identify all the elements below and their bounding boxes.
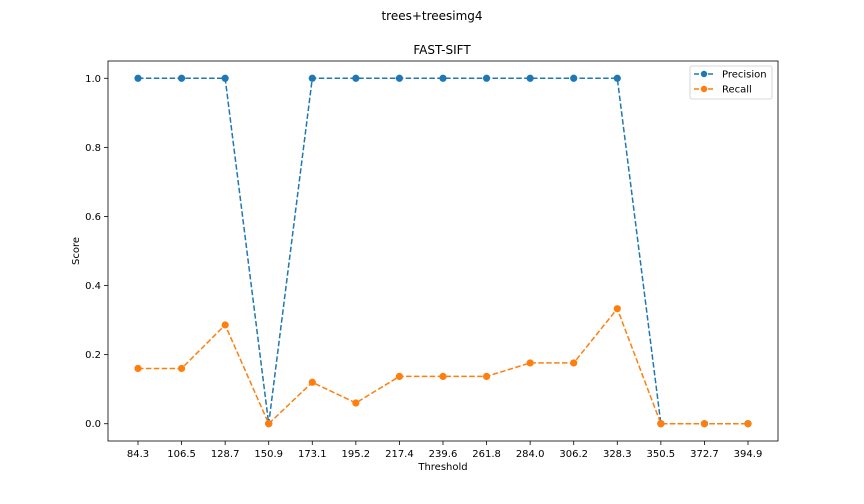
data-point-precision — [134, 74, 142, 82]
data-point-recall — [657, 420, 665, 428]
data-point-recall — [177, 364, 186, 373]
x-tick-label: 306.2 — [559, 449, 588, 460]
y-tick-label: 1.0 — [85, 74, 101, 85]
chart-title: FAST-SIFT — [413, 43, 471, 57]
data-point-precision — [352, 74, 360, 82]
y-tick-label: 0.2 — [85, 350, 101, 361]
x-tick-label: 394.9 — [734, 449, 763, 460]
data-point-precision — [570, 74, 578, 82]
data-point-precision — [221, 74, 229, 82]
data-point-recall — [308, 378, 316, 386]
legend-recall-marker — [700, 85, 708, 93]
series-line-precision — [138, 77, 748, 425]
x-tick-label: 106.5 — [167, 449, 196, 460]
data-point-recall — [134, 364, 142, 373]
data-point-recall — [482, 372, 491, 380]
plot-area — [107, 60, 779, 442]
series-line-recall — [138, 307, 748, 426]
series-layer — [134, 74, 752, 428]
data-point-recall — [395, 372, 404, 380]
data-point-precision — [177, 74, 186, 82]
chart-suptitle: trees+treesimg4 — [381, 9, 482, 23]
x-tick-label: 239.6 — [429, 449, 458, 460]
legend-label-precision: Precision — [722, 70, 767, 81]
x-axis-label: Threshold — [417, 462, 467, 473]
data-point-recall — [221, 321, 229, 329]
data-point-precision — [613, 74, 621, 82]
x-tick-label: 195.2 — [342, 449, 371, 460]
x-tick-label: 84.3 — [127, 449, 149, 460]
y-axis-label: Score — [71, 237, 82, 265]
y-axis: 0.0 0.2 0.4 0.6 0.8 1.0 — [85, 74, 108, 430]
data-point-precision — [482, 74, 491, 82]
x-tick-label: 217.4 — [385, 449, 414, 460]
data-point-precision — [395, 74, 404, 82]
data-point-precision — [439, 74, 447, 82]
x-tick-label: 372.7 — [690, 449, 719, 460]
data-point-recall — [439, 372, 447, 380]
y-tick-label: 0.8 — [85, 143, 101, 154]
data-point-recall — [265, 420, 273, 428]
data-point-precision — [308, 74, 316, 82]
x-tick-label: 328.3 — [603, 449, 632, 460]
legend: Precision Recall — [689, 65, 773, 100]
y-tick-label: 0.0 — [85, 419, 101, 430]
legend-precision-marker — [700, 70, 708, 78]
x-tick-label: 350.5 — [647, 449, 676, 460]
data-point-recall — [352, 399, 360, 407]
data-point-recall — [744, 420, 752, 428]
y-tick-label: 0.6 — [85, 212, 101, 223]
x-tick-label: 150.9 — [254, 449, 283, 460]
legend-label-recall: Recall — [722, 85, 752, 96]
data-point-recall — [526, 359, 534, 367]
x-tick-label: 173.1 — [298, 449, 327, 460]
data-point-recall — [570, 359, 578, 367]
x-tick-label: 284.0 — [516, 449, 545, 460]
x-tick-label: 128.7 — [211, 449, 240, 460]
y-tick-label: 0.4 — [85, 281, 101, 292]
x-axis: 84.3 106.5 128.7 150.9 173.1 195.2 217.4 239.6 2… — [127, 441, 762, 460]
data-point-precision — [526, 74, 534, 82]
x-tick-label: 261.8 — [472, 449, 501, 460]
data-point-recall — [613, 305, 621, 313]
data-point-recall — [700, 420, 709, 428]
